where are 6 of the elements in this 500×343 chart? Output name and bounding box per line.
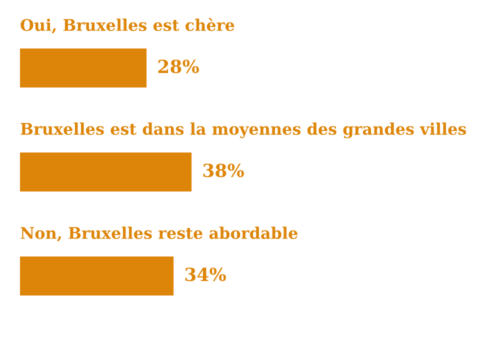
data-label: 28%	[158, 60, 199, 74]
y-tick-label: Non, Bruxelles reste abordable	[20, 226, 298, 242]
data-label: 34%	[185, 268, 226, 282]
y-tick-label: Bruxelles est dans la moyennes des grandes villes	[20, 122, 466, 138]
y-tick-label: Oui, Bruxelles est chère	[20, 18, 234, 34]
data-label: 38%	[203, 164, 244, 178]
